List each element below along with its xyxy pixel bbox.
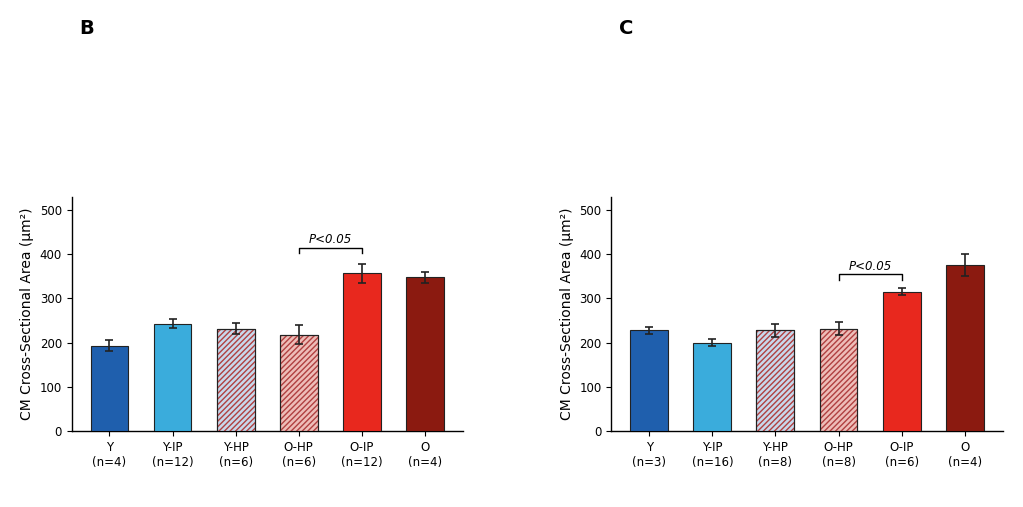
Bar — [153, 323, 191, 431]
Bar — [694, 343, 731, 431]
Text: C: C — [619, 19, 633, 38]
Bar — [883, 292, 921, 431]
Bar — [343, 273, 381, 431]
Bar — [280, 335, 318, 431]
Bar — [217, 329, 255, 431]
Bar — [630, 330, 668, 431]
Bar — [217, 329, 255, 431]
Bar — [756, 330, 794, 431]
Bar — [819, 329, 857, 431]
Bar — [945, 265, 983, 431]
Bar — [819, 329, 857, 431]
Bar — [819, 329, 857, 431]
Bar — [91, 346, 129, 431]
Bar — [280, 335, 318, 431]
Bar — [406, 277, 444, 431]
Text: P<0.05: P<0.05 — [309, 233, 352, 246]
Y-axis label: CM Cross-Sectional Area (μm²): CM Cross-Sectional Area (μm²) — [560, 208, 574, 420]
Text: B: B — [80, 19, 94, 38]
Text: P<0.05: P<0.05 — [848, 260, 892, 273]
Bar — [280, 335, 318, 431]
Bar — [217, 329, 255, 431]
Bar — [756, 330, 794, 431]
Y-axis label: CM Cross-Sectional Area (μm²): CM Cross-Sectional Area (μm²) — [20, 208, 34, 420]
Bar — [756, 330, 794, 431]
